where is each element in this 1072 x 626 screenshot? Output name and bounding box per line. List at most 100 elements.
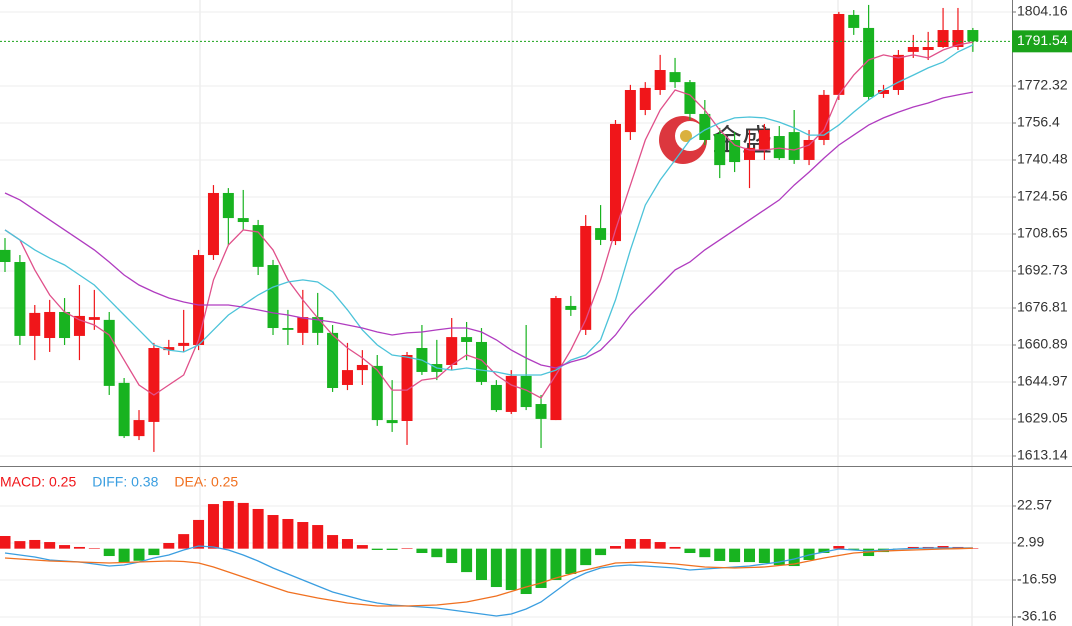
- macd-bar: [237, 502, 249, 549]
- candle-body: [922, 46, 934, 51]
- macd-bar: [341, 539, 353, 549]
- candle-body: [684, 82, 696, 114]
- price-plot: [0, 4, 979, 452]
- macd-bar: [356, 545, 368, 549]
- candle-body: [163, 347, 175, 351]
- candle-body: [654, 70, 666, 91]
- candle-body: [178, 342, 190, 346]
- candle-body: [952, 30, 964, 47]
- macd-bar: [207, 504, 219, 549]
- macd-bar: [729, 548, 741, 563]
- legend-entry: MACD: 0.25: [0, 474, 76, 490]
- macd-bar: [327, 535, 339, 549]
- candle-body: [475, 341, 487, 382]
- macd-bar: [699, 548, 711, 558]
- candle-body: [371, 365, 383, 421]
- macd-bar: [44, 542, 56, 549]
- candle-body: [237, 218, 249, 223]
- macd-bar: [505, 548, 517, 591]
- candle-body: [297, 317, 309, 333]
- candle-body: [446, 337, 458, 365]
- macd-bar: [744, 548, 755, 563]
- macd-bar: [624, 539, 636, 549]
- candle-body: [327, 332, 339, 388]
- macd-bar: [490, 548, 502, 588]
- candle-body: [878, 90, 890, 94]
- candle-body: [73, 315, 85, 336]
- macd-bar: [520, 548, 532, 595]
- macd-bar: [431, 548, 443, 558]
- candle-body: [0, 249, 11, 263]
- line-series: [4, 41, 974, 399]
- macd-bar: [14, 541, 26, 549]
- candle-body: [44, 311, 56, 339]
- macd-bar: [475, 548, 487, 581]
- candle-body: [773, 136, 785, 159]
- candle-body: [803, 139, 815, 160]
- macd-bar: [446, 548, 458, 564]
- candle-body: [967, 30, 979, 42]
- macd-bar: [937, 546, 949, 549]
- macd-bar: [252, 508, 264, 549]
- candle-body: [535, 404, 547, 419]
- macd-bar: [103, 548, 115, 557]
- logo-dot: [680, 130, 692, 142]
- y-tick-label: -16.59: [1017, 571, 1057, 587]
- y-tick-label: -36.16: [1017, 608, 1057, 624]
- candle-body: [818, 94, 830, 140]
- y-tick-label: 1740.48: [1017, 151, 1068, 167]
- y-tick-label: 1692.73: [1017, 262, 1068, 278]
- candle-body: [699, 113, 711, 140]
- candle-body: [222, 192, 234, 219]
- candle-body: [252, 225, 264, 267]
- line-series: [4, 44, 974, 376]
- last-price-box: [1012, 30, 1072, 53]
- macd-bar: [282, 518, 294, 549]
- candle-body: [848, 14, 860, 28]
- macd-bar: [297, 522, 309, 549]
- candle-body: [148, 348, 160, 422]
- macd-bar: [773, 548, 785, 566]
- candle-body: [118, 382, 130, 437]
- macd-bar: [833, 546, 845, 549]
- candle-body: [267, 265, 279, 329]
- candle-body: [580, 225, 592, 330]
- legend-entry: DIFF: 0.38: [92, 474, 158, 490]
- candle-body: [758, 129, 770, 150]
- candle-body: [386, 420, 398, 424]
- candle-body: [520, 375, 532, 408]
- candle-body: [505, 375, 517, 412]
- candle-body: [639, 87, 651, 110]
- macd-bar: [639, 539, 651, 549]
- macd-bar: [267, 515, 279, 549]
- candle-body: [788, 132, 800, 160]
- macd-bar: [580, 548, 592, 566]
- macd-bar: [803, 548, 815, 561]
- candle-body: [863, 27, 875, 97]
- macd-bar: [148, 548, 160, 556]
- candle-body: [193, 255, 205, 345]
- candle-body: [714, 133, 726, 166]
- y-tick-label: 1804.16: [1017, 3, 1068, 19]
- macd-bar: [550, 548, 562, 581]
- macd-bar: [118, 548, 130, 563]
- macd-bar: [609, 546, 621, 549]
- macd-bar: [595, 548, 607, 556]
- macd-bar: [907, 546, 919, 549]
- y-tick-label: 1756.4: [1017, 114, 1060, 130]
- candle-body: [550, 298, 562, 421]
- candle-body: [669, 72, 681, 83]
- candle-body: [892, 54, 904, 91]
- candle-body: [609, 123, 621, 242]
- candle-body: [356, 364, 368, 371]
- candle-body: [490, 384, 502, 411]
- macd-bar: [193, 519, 205, 549]
- candle-body: [59, 311, 71, 339]
- macd-bar: [565, 548, 577, 574]
- macd-bar: [163, 542, 175, 549]
- candle-body: [729, 139, 741, 163]
- y-tick-label: 1676.81: [1017, 299, 1068, 315]
- candle-body: [312, 317, 324, 333]
- candle-body: [565, 305, 577, 310]
